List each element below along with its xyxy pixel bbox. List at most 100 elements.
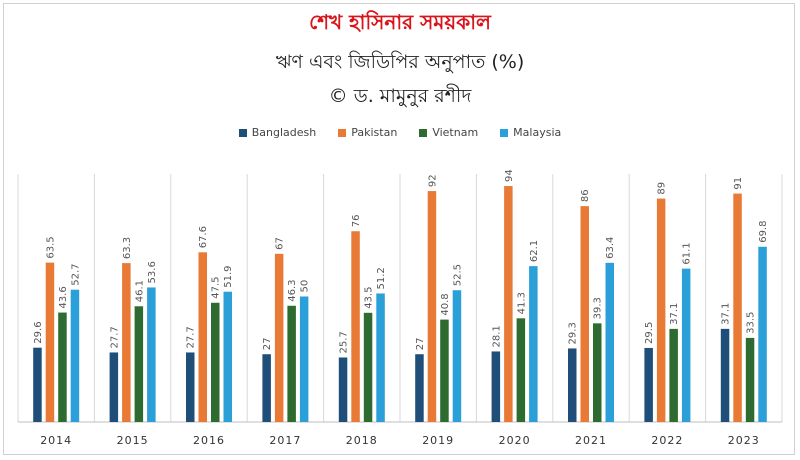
data-label: 25.7 [339,331,350,353]
legend-swatch [338,128,347,137]
data-label: 29.6 [33,321,44,343]
data-label: 63.5 [45,236,56,258]
legend-label: Vietnam [432,126,479,139]
data-label: 89 [657,182,668,195]
bar-pakistan-2017 [274,253,284,422]
data-label: 51.2 [376,267,387,289]
bar-bangladesh-2019 [415,354,424,422]
chart-title: শেখ হাসিনার সময়কাল [309,10,491,34]
data-label: 86 [580,189,591,202]
bar-bangladesh-2020 [491,351,501,422]
x-tick-label: 2023 [728,434,760,447]
bar-pakistan-2022 [656,198,666,422]
legend-item-pakistan: Pakistan [338,126,397,139]
bar-vietnam-2015 [134,306,144,422]
data-label: 28.1 [491,325,502,347]
data-label: 43.6 [58,286,69,308]
bar-pakistan-2015 [122,263,131,422]
bar-malaysia-2022 [681,268,691,422]
bar-malaysia-2019 [452,290,462,422]
legend-swatch [238,128,247,137]
bar-bangladesh-2014 [33,347,42,422]
bar-bangladesh-2016 [186,352,195,422]
data-label: 27.7 [109,326,120,348]
legend-item-malaysia: Malaysia [500,126,561,139]
data-label: 39.3 [593,297,604,319]
x-tick-label: 2016 [193,434,225,447]
data-label: 67 [275,237,286,250]
bar-malaysia-2020 [529,266,538,422]
bar-bangladesh-2015 [109,352,119,422]
legend-item-bangladesh: Bangladesh [238,126,317,139]
bar-bangladesh-2021 [568,348,577,422]
bar-bangladesh-2017 [262,354,271,422]
data-label: 37.1 [721,303,732,325]
bar-vietnam-2017 [287,305,296,422]
x-tick-label: 2022 [651,434,683,447]
bar-malaysia-2017 [299,296,309,422]
bar-pakistan-2021 [580,206,589,422]
x-tick-label: 2021 [575,434,607,447]
data-label: 61.1 [682,242,693,264]
bar-bangladesh-2023 [720,328,730,422]
chart-credit: © ড. মামুনুর রশীদ [328,85,472,107]
data-label: 63.3 [122,237,133,259]
data-label: 29.5 [644,322,655,344]
x-tick-label: 2017 [269,434,301,447]
data-label: 51.9 [223,265,234,287]
bar-vietnam-2019 [440,319,449,422]
data-label: 37.1 [669,303,680,325]
data-label: 40.8 [440,293,451,315]
bar-pakistan-2023 [733,193,742,422]
bar-vietnam-2023 [745,337,755,422]
bar-vietnam-2014 [58,312,67,422]
bar-vietnam-2021 [593,323,602,422]
data-label: 69.8 [758,221,769,243]
x-tick-label: 2014 [40,434,72,447]
legend-swatch [500,128,509,137]
bar-pakistan-2014 [45,262,55,422]
legend: Bangladesh Pakistan Vietnam Malaysia [0,126,800,139]
bar-pakistan-2018 [351,231,360,422]
data-label: 43.5 [364,287,375,309]
data-label: 52.7 [70,263,81,285]
legend-label: Pakistan [351,126,398,139]
bar-malaysia-2014 [70,289,80,422]
data-label: 53.6 [147,261,158,283]
chart-subtitle: ঋণ এবং জিডিপির অনুপাত (%) [275,51,525,73]
bar-malaysia-2018 [376,293,385,422]
data-label: 62.1 [529,240,540,262]
data-label: 76 [351,214,362,227]
data-label: 46.1 [134,280,145,302]
x-tick-label: 2019 [422,434,454,447]
x-tick-label: 2020 [499,434,531,447]
data-label: 94 [504,169,515,182]
data-label: 27 [262,337,273,350]
bar-pakistan-2016 [198,252,207,422]
legend-swatch [419,128,428,137]
data-label: 29.3 [568,322,579,344]
bar-vietnam-2018 [363,312,373,422]
x-tick-label: 2015 [117,434,149,447]
data-label: 63.4 [605,237,616,259]
bar-vietnam-2022 [669,328,678,422]
data-label: 27.7 [186,326,197,348]
legend-item-vietnam: Vietnam [419,126,478,139]
data-label: 50 [300,280,311,293]
data-label: 67.6 [198,226,209,248]
bar-malaysia-2021 [605,262,614,422]
data-label: 33.5 [746,312,757,334]
bar-malaysia-2015 [147,287,156,422]
data-label: 46.3 [287,280,298,302]
bar-pakistan-2019 [427,191,437,422]
bar-pakistan-2020 [504,186,513,422]
bar-vietnam-2016 [211,302,220,422]
data-label: 47.5 [211,276,222,298]
bar-bangladesh-2018 [338,357,348,422]
bar-vietnam-2020 [516,318,526,422]
bar-bangladesh-2022 [644,347,653,422]
bar-malaysia-2023 [758,246,767,422]
legend-label: Bangladesh [251,126,317,139]
data-label: 41.3 [516,292,527,314]
